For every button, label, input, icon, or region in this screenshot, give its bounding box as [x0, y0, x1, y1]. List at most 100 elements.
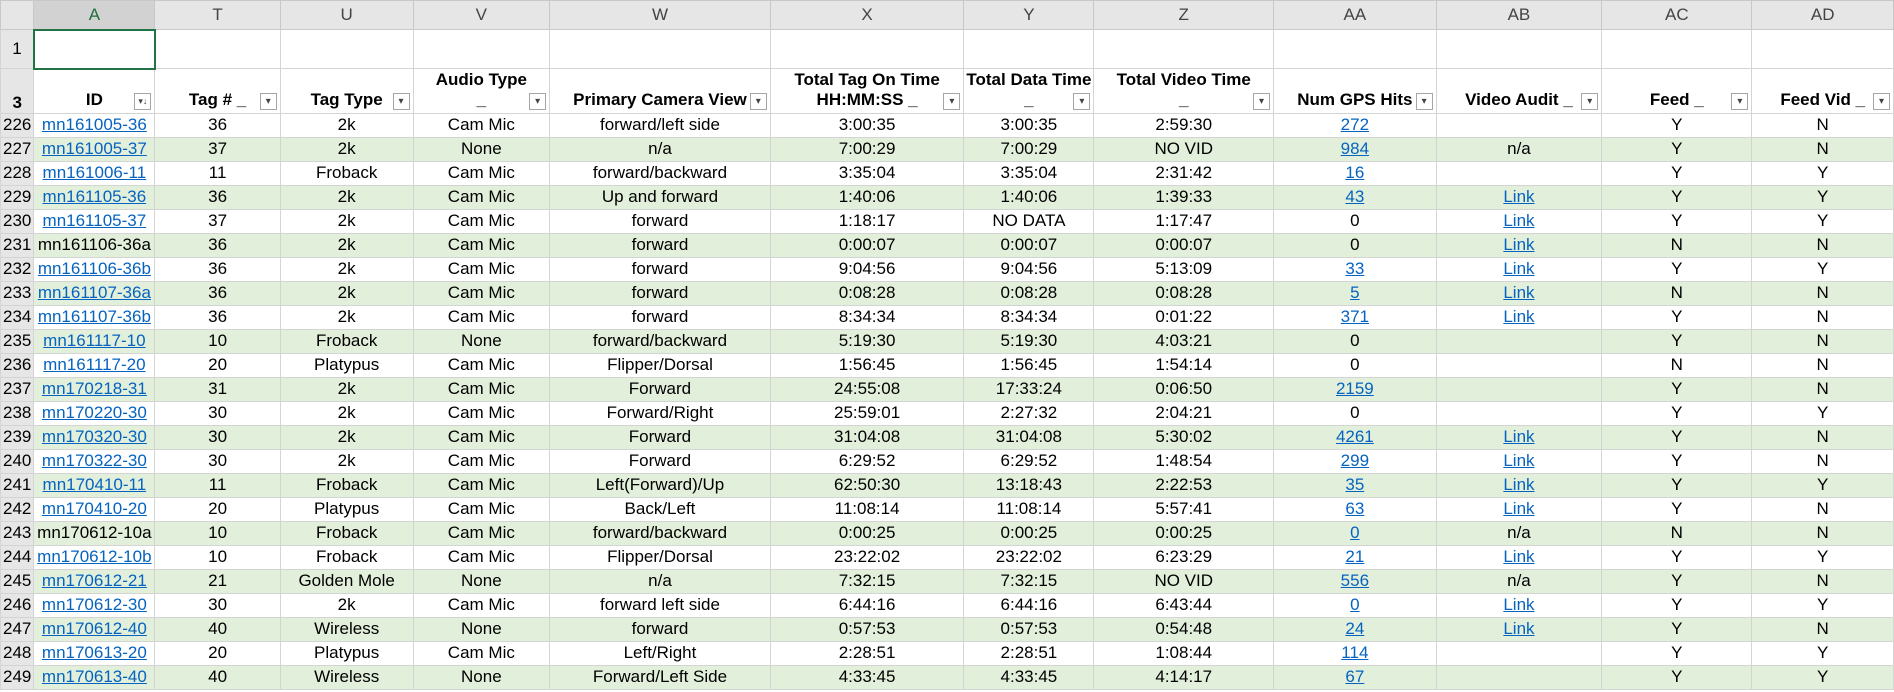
cell-gps[interactable]: 0 — [1273, 400, 1437, 426]
cell-tag[interactable]: 40 — [154, 616, 281, 642]
cell-id[interactable]: mn161105-37 — [33, 208, 156, 234]
cell-view[interactable]: forward — [549, 232, 771, 258]
cell-feedvid[interactable]: N — [1751, 376, 1894, 402]
cell-feedvid[interactable]: Y — [1751, 160, 1894, 186]
cell-video[interactable]: 4:03:21 — [1093, 328, 1275, 354]
row-number[interactable]: 249 — [0, 664, 35, 690]
cell[interactable] — [1751, 29, 1894, 69]
cell-feedvid[interactable]: N — [1751, 328, 1894, 354]
hyperlink[interactable]: 67 — [1345, 667, 1365, 686]
header-cell-v[interactable]: Audio Type _ ▾ — [412, 68, 551, 114]
cell-gps[interactable]: 556 — [1273, 568, 1437, 594]
cell-feed[interactable]: Y — [1601, 160, 1753, 186]
row-number[interactable]: 245 — [0, 568, 35, 594]
header-cell-w[interactable]: Primary Camera View ▾ — [549, 68, 771, 114]
filter-sort-icon[interactable]: ▾↓ — [134, 92, 152, 110]
cell-feed[interactable]: Y — [1601, 616, 1753, 642]
cell-data[interactable]: 31:04:08 — [963, 424, 1095, 450]
cell-on[interactable]: 2:28:51 — [769, 640, 965, 666]
row-number[interactable]: 228 — [0, 160, 35, 186]
hyperlink[interactable]: 24 — [1345, 619, 1365, 638]
hyperlink[interactable]: 16 — [1345, 163, 1365, 182]
cell-feedvid[interactable]: Y — [1751, 400, 1894, 426]
cell-video[interactable]: 1:17:47 — [1093, 208, 1275, 234]
hyperlink[interactable]: Link — [1503, 259, 1535, 278]
cell-on[interactable]: 23:22:02 — [769, 544, 965, 570]
cell-type[interactable]: Platypus — [279, 640, 414, 666]
cell-tag[interactable]: 31 — [154, 376, 281, 402]
cell-video[interactable]: 2:31:42 — [1093, 160, 1275, 186]
column-header-ac[interactable]: AC — [1601, 0, 1753, 30]
header-cell-x[interactable]: Total Tag On Time HH:MM:SS _ ▾ — [769, 68, 965, 114]
cell-on[interactable]: 7:00:29 — [769, 136, 965, 162]
cell-video[interactable]: 6:43:44 — [1093, 592, 1275, 618]
cell-type[interactable]: Wireless — [279, 616, 414, 642]
hyperlink[interactable]: 43 — [1345, 187, 1365, 206]
cell-tag[interactable]: 40 — [154, 664, 281, 690]
hyperlink[interactable]: Link — [1503, 211, 1535, 230]
cell-tag[interactable]: 30 — [154, 424, 281, 450]
cell-id[interactable]: mn170410-11 — [33, 472, 156, 498]
hyperlink[interactable]: 556 — [1340, 571, 1370, 590]
cell-gps[interactable]: 114 — [1273, 640, 1437, 666]
cell-feedvid[interactable]: Y — [1751, 640, 1894, 666]
cell-feed[interactable]: Y — [1601, 376, 1753, 402]
cell-on[interactable]: 1:56:45 — [769, 352, 965, 378]
cell-id[interactable]: mn170322-30 — [33, 448, 156, 474]
hyperlink[interactable]: mn170612-21 — [41, 571, 147, 590]
cell-audit[interactable]: n/a — [1435, 568, 1603, 594]
filter-dropdown-icon[interactable]: ▾ — [392, 92, 410, 110]
cell-audio[interactable]: Cam Mic — [412, 304, 551, 330]
hyperlink[interactable]: mn161106-36b — [37, 259, 151, 278]
hyperlink[interactable]: mn170410-20 — [41, 499, 147, 518]
row-number[interactable]: 241 — [0, 472, 35, 498]
hyperlink[interactable]: mn161107-36a — [37, 283, 151, 302]
cell-gps[interactable]: 0 — [1273, 352, 1437, 378]
cell-type[interactable]: 2k — [279, 592, 414, 618]
hyperlink[interactable]: mn170322-30 — [41, 451, 147, 470]
cell-audio[interactable]: Cam Mic — [412, 280, 551, 306]
row-number[interactable]: 234 — [0, 304, 35, 330]
cell-id[interactable]: mn170320-30 — [33, 424, 156, 450]
cell-feedvid[interactable]: N — [1751, 424, 1894, 450]
cell-feedvid[interactable]: N — [1751, 448, 1894, 474]
cell-id[interactable]: mn170613-20 — [33, 640, 156, 666]
cell-id[interactable]: mn170612-10a — [33, 520, 156, 546]
cell-video[interactable]: 0:00:25 — [1093, 520, 1275, 546]
cell-audit[interactable]: Link — [1435, 496, 1603, 522]
hyperlink[interactable]: 35 — [1345, 475, 1365, 494]
cell-video[interactable]: 0:06:50 — [1093, 376, 1275, 402]
cell-audit[interactable] — [1435, 376, 1603, 402]
cell-feedvid[interactable]: N — [1751, 616, 1894, 642]
cell-id[interactable]: mn161105-36 — [33, 184, 156, 210]
cell-data[interactable]: 7:00:29 — [963, 136, 1095, 162]
cell-feedvid[interactable]: Y — [1751, 592, 1894, 618]
cell-audio[interactable]: Cam Mic — [412, 232, 551, 258]
cell-gps[interactable]: 371 — [1273, 304, 1437, 330]
column-header-u[interactable]: U — [279, 0, 414, 30]
header-cell-y[interactable]: Total Data Time _ ▾ — [963, 68, 1095, 114]
cell-tag[interactable]: 36 — [154, 256, 281, 282]
hyperlink[interactable]: mn161006-11 — [42, 163, 147, 182]
cell-view[interactable]: forward — [549, 616, 771, 642]
cell-data[interactable]: 8:34:34 — [963, 304, 1095, 330]
cell-gps[interactable]: 43 — [1273, 184, 1437, 210]
cell-video[interactable]: 1:39:33 — [1093, 184, 1275, 210]
column-header-y[interactable]: Y — [963, 0, 1095, 30]
cell-feed[interactable]: N — [1601, 280, 1753, 306]
cell-audio[interactable]: None — [412, 664, 551, 690]
cell-audio[interactable]: Cam Mic — [412, 160, 551, 186]
cell-type[interactable]: Froback — [279, 544, 414, 570]
cell-video[interactable]: 5:57:41 — [1093, 496, 1275, 522]
cell-id[interactable]: mn170218-31 — [33, 376, 156, 402]
cell-type[interactable]: 2k — [279, 376, 414, 402]
cell-gps[interactable]: 67 — [1273, 664, 1437, 690]
column-header-z[interactable]: Z — [1093, 0, 1275, 30]
cell-on[interactable]: 25:59:01 — [769, 400, 965, 426]
header-cell-a[interactable]: ID ▾↓ — [33, 68, 156, 114]
row-number[interactable]: 248 — [0, 640, 35, 666]
cell-view[interactable]: forward — [549, 256, 771, 282]
column-header-t[interactable]: T — [154, 0, 281, 30]
column-header-a[interactable]: A — [33, 0, 156, 31]
cell-view[interactable]: forward left side — [549, 592, 771, 618]
